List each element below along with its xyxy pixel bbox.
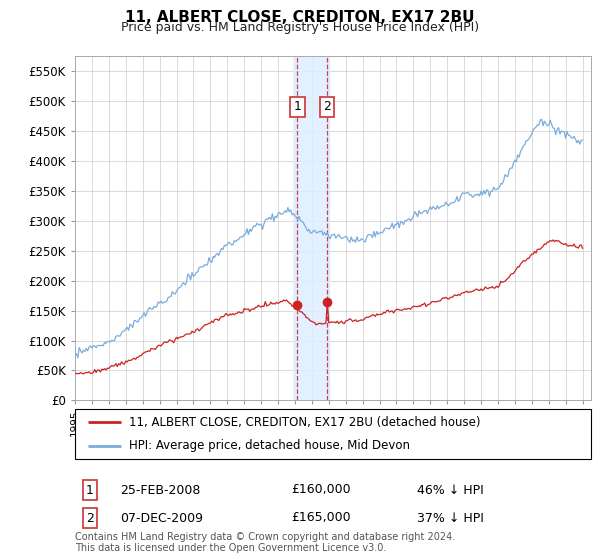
Text: 11, ALBERT CLOSE, CREDITON, EX17 2BU (detached house): 11, ALBERT CLOSE, CREDITON, EX17 2BU (de…: [129, 416, 481, 429]
Text: £165,000: £165,000: [291, 511, 350, 525]
Text: 2: 2: [323, 100, 331, 114]
Text: Price paid vs. HM Land Registry's House Price Index (HPI): Price paid vs. HM Land Registry's House …: [121, 21, 479, 34]
Text: 2: 2: [86, 511, 94, 525]
Text: HPI: Average price, detached house, Mid Devon: HPI: Average price, detached house, Mid …: [129, 439, 410, 452]
Text: Contains HM Land Registry data © Crown copyright and database right 2024.
This d: Contains HM Land Registry data © Crown c…: [75, 531, 455, 553]
Text: 1: 1: [293, 100, 301, 114]
Text: 07-DEC-2009: 07-DEC-2009: [120, 511, 203, 525]
Text: 25-FEB-2008: 25-FEB-2008: [120, 483, 200, 497]
Bar: [293, 56, 331, 400]
Text: £160,000: £160,000: [291, 483, 350, 497]
Text: 46% ↓ HPI: 46% ↓ HPI: [417, 483, 484, 497]
Text: 37% ↓ HPI: 37% ↓ HPI: [417, 511, 484, 525]
Text: 1: 1: [86, 483, 94, 497]
Text: 11, ALBERT CLOSE, CREDITON, EX17 2BU: 11, ALBERT CLOSE, CREDITON, EX17 2BU: [125, 10, 475, 25]
